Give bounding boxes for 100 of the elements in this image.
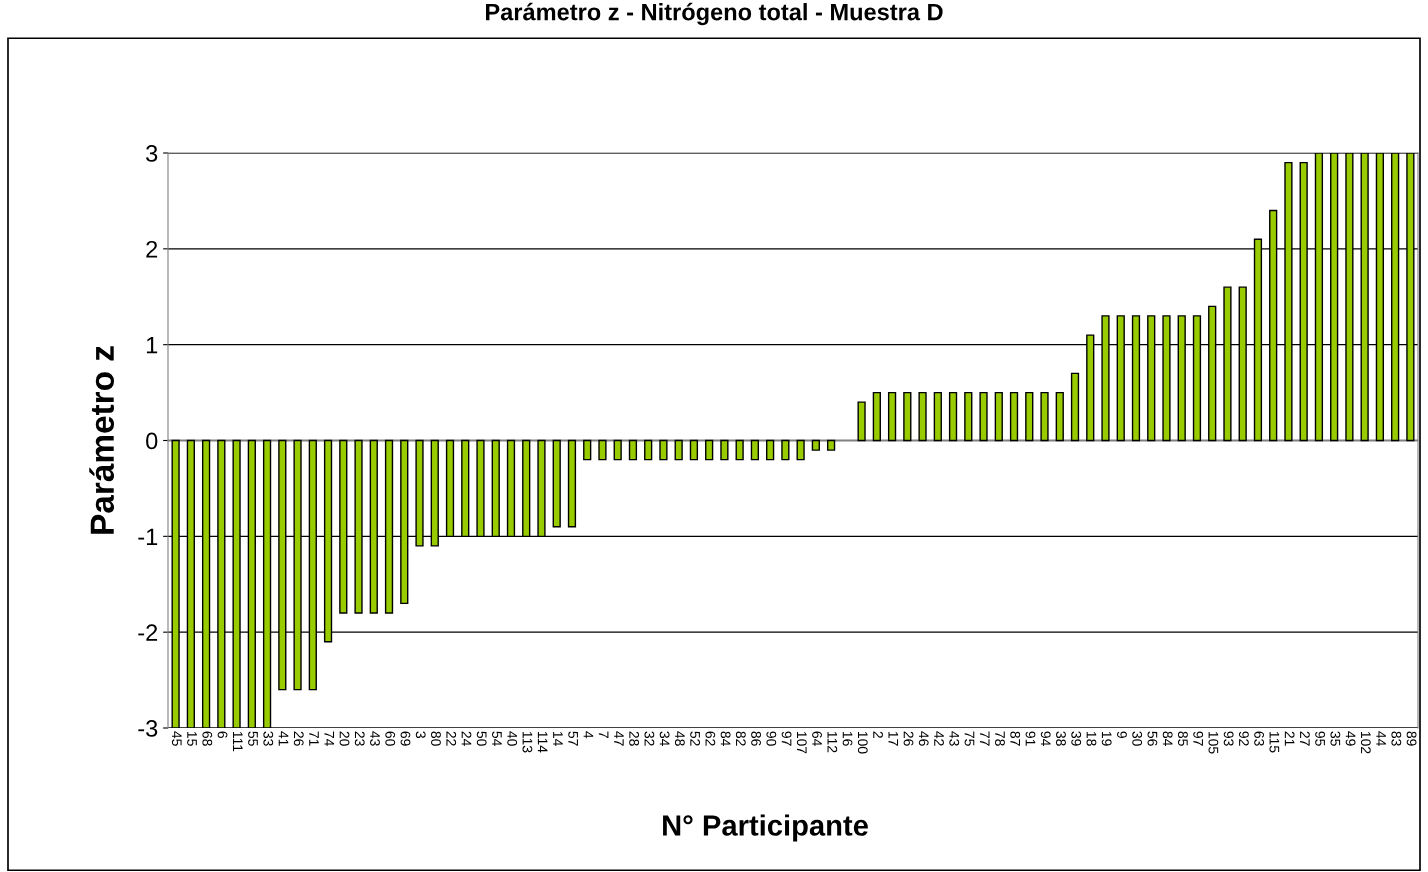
bar (598, 439, 607, 461)
x-tick-label: 63 (1254, 731, 1265, 746)
bar (659, 439, 668, 461)
bar (781, 439, 790, 461)
bar (1025, 391, 1034, 442)
x-tick-label: 84 (720, 731, 731, 746)
x-tick-label: 90 (766, 731, 777, 746)
x-tick-label: 15 (187, 731, 197, 746)
x-tick-label: 44 (1376, 731, 1386, 746)
bar (796, 439, 805, 461)
x-tick-label: 60 (385, 731, 396, 746)
x-tick-label: 97 (781, 731, 792, 746)
x-tick-label: 45 (171, 731, 182, 746)
x-tick-label: 16 (842, 731, 853, 746)
x-tick-label: 20 (339, 731, 350, 746)
bar (552, 439, 561, 528)
x-tick-label: 14 (553, 731, 563, 746)
x-tick-label: 100 (857, 731, 868, 754)
bar (750, 439, 760, 461)
bar (887, 391, 897, 442)
x-tick-label: 43 (370, 731, 380, 746)
x-tick-label: 107 (796, 731, 807, 754)
chart-title: Parámetro z - Nitrógeno total - Muestra D (486, 2, 943, 26)
x-tick-label: 54 (492, 731, 502, 746)
x-tick-label: 94 (1040, 731, 1051, 746)
x-tick-label: 27 (1300, 731, 1310, 746)
x-tick-label: 41 (278, 731, 289, 746)
x-tick-label: 48 (674, 731, 685, 746)
bar (1040, 391, 1049, 442)
x-tick-label: 7 (598, 731, 609, 738)
x-tick-label: 111 (233, 731, 243, 752)
x-tick-label: 26 (293, 731, 304, 746)
bar (811, 439, 820, 451)
x-tick-label: 46 (918, 731, 929, 746)
x-tick-label: 113 (522, 731, 533, 753)
x-tick-label: 23 (354, 731, 365, 746)
x-tick-label: 21 (1284, 731, 1295, 746)
x-tick-label: 18 (1086, 731, 1097, 746)
x-tick-label: 28 (629, 731, 640, 746)
x-tick-label: 114 (537, 731, 548, 753)
x-tick-label: 86 (751, 731, 761, 746)
x-tick-label: 97 (1193, 731, 1204, 746)
x-tick-label: 2 (873, 731, 883, 738)
x-tick-label: 30 (1132, 731, 1143, 746)
y-tick-label: 2 (146, 240, 158, 258)
x-tick-label: 6 (217, 731, 228, 738)
x-tick-label: 33 (263, 731, 274, 746)
x-tick-label: 26 (903, 731, 914, 746)
y-tick-label: -3 (138, 720, 158, 737)
x-tick-label: 69 (400, 731, 411, 746)
bar (918, 391, 927, 442)
bar (613, 439, 622, 461)
x-tick-label: 49 (1345, 731, 1356, 746)
y-tick-label: 1 (146, 336, 158, 354)
x-tick-label: 3 (415, 731, 426, 738)
x-tick-label: 22 (446, 731, 457, 746)
bar (628, 439, 638, 461)
x-tick-label: 19 (1101, 731, 1112, 746)
x-tick-label: 71 (309, 731, 319, 746)
y-tick-label: 3 (146, 145, 158, 162)
x-tick-label: 78 (995, 731, 1005, 746)
x-tick-label: 4 (583, 731, 594, 739)
x-tick-label: 77 (979, 731, 990, 746)
x-tick-label: 62 (705, 731, 716, 746)
x-tick-label: 92 (1238, 731, 1249, 746)
bar (689, 439, 699, 461)
bar (1070, 372, 1080, 442)
bar (964, 391, 973, 442)
x-tick-label: 75 (964, 731, 975, 746)
bar (583, 439, 592, 461)
bar (1055, 391, 1064, 442)
bar (644, 439, 653, 461)
bar (948, 391, 958, 442)
x-tick-label: 40 (507, 731, 518, 746)
x-tick-label: 56 (1147, 731, 1158, 746)
x-tick-label: 17 (888, 731, 899, 746)
x-tick-label: 95 (1315, 731, 1326, 746)
x-tick-label: 64 (812, 731, 822, 746)
y-tick-label: -1 (138, 528, 158, 545)
bar (872, 391, 881, 442)
x-tick-label: 55 (248, 731, 258, 746)
bar (766, 439, 775, 461)
x-tick-label: 34 (659, 731, 670, 746)
x-tick-label: 84 (1162, 731, 1173, 746)
y-tick-label: 0 (146, 432, 158, 450)
y-axis-title: Parámetro z (89, 346, 115, 534)
y-tick-label: -2 (138, 624, 158, 641)
x-tick-label: 24 (461, 731, 472, 746)
x-tick-label: 32 (644, 731, 655, 746)
x-tick-label: 52 (690, 731, 701, 746)
bar (994, 391, 1003, 442)
x-tick-label: 82 (735, 731, 746, 746)
x-tick-label: 91 (1025, 731, 1036, 746)
x-tick-label: 89 (1406, 731, 1417, 746)
bar (933, 391, 942, 442)
x-tick-label: 43 (949, 731, 960, 746)
bar (1009, 391, 1019, 442)
x-tick-label: 42 (934, 731, 944, 746)
x-tick-label: 105 (1208, 731, 1219, 754)
x-tick-label: 38 (1056, 731, 1066, 746)
